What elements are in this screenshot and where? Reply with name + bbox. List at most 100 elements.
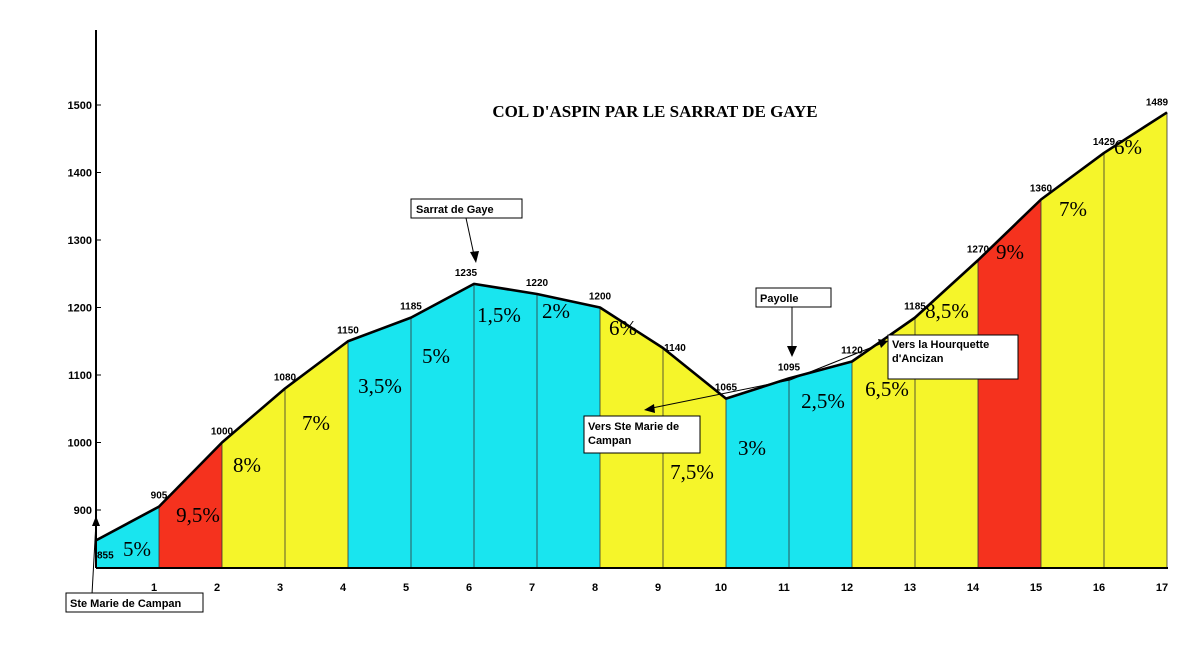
annotation-label: Vers la Hourquette d'Ancizan bbox=[892, 339, 992, 365]
altitude-label: 1140 bbox=[664, 343, 686, 354]
annotation-arrow bbox=[465, 217, 475, 256]
segment-5 bbox=[348, 317, 411, 568]
annotation-arrow bbox=[789, 343, 881, 381]
grade-label: 9,5% bbox=[176, 503, 220, 527]
segment-8 bbox=[537, 294, 600, 568]
profile-line bbox=[95, 111, 1168, 542]
segment-15 bbox=[978, 199, 1041, 568]
x-tick-label: 5 bbox=[403, 582, 409, 594]
x-tick-label: 13 bbox=[904, 582, 916, 594]
annotation-line-2: Campan bbox=[588, 435, 632, 447]
x-tick-label: 6 bbox=[466, 582, 472, 594]
arrowhead-icon bbox=[92, 516, 100, 526]
altitude-label: 1065 bbox=[715, 383, 738, 394]
altitude-label: 1120 bbox=[841, 346, 863, 357]
x-tick-label: 10 bbox=[715, 582, 727, 594]
altitude-label: 905 bbox=[151, 491, 168, 502]
chart-title: COL D'ASPIN PAR LE SARRAT DE GAYE bbox=[492, 102, 817, 121]
x-tick-label: 12 bbox=[841, 582, 853, 594]
grade-label: 2% bbox=[542, 299, 570, 323]
segment-6 bbox=[411, 283, 474, 568]
y-tick-label: 1000 bbox=[68, 438, 92, 450]
annotation-line-1: Vers Ste Marie de bbox=[588, 421, 679, 433]
segment-3 bbox=[222, 388, 285, 568]
arrowhead-icon bbox=[644, 404, 655, 413]
arrowhead-icon bbox=[787, 346, 797, 357]
grade-label: 3,5% bbox=[358, 374, 402, 398]
grade-label: 6% bbox=[609, 316, 637, 340]
grade-label: 2,5% bbox=[801, 389, 845, 413]
x-tick-label: 9 bbox=[655, 582, 661, 594]
x-tick-label: 15 bbox=[1030, 582, 1042, 594]
segment-10 bbox=[663, 348, 726, 568]
altitude-label: 1429 bbox=[1093, 137, 1116, 148]
grade-label: 9% bbox=[996, 240, 1024, 264]
grade-label: 8% bbox=[233, 453, 261, 477]
altitude-label: 1150 bbox=[337, 325, 359, 336]
altitude-label: 1235 bbox=[455, 268, 478, 279]
annotation-box bbox=[583, 415, 701, 454]
annotation-label: Sarrat de Gaye bbox=[416, 204, 494, 216]
annotation-line-1: Vers la Hourquette bbox=[892, 339, 989, 351]
grade-label: 6% bbox=[1114, 135, 1142, 159]
elevation-profile bbox=[95, 111, 1168, 542]
y-tick-label: 900 bbox=[74, 505, 92, 517]
segment-4 bbox=[285, 341, 348, 568]
axes bbox=[95, 30, 1168, 569]
segment-13 bbox=[852, 317, 915, 568]
annotation-box bbox=[65, 592, 204, 613]
x-tick-label: 17 bbox=[1156, 582, 1168, 594]
grade-label: 1,5% bbox=[477, 303, 521, 327]
annotation-label: Ste Marie de Campan bbox=[70, 598, 182, 610]
altitude-label: 1200 bbox=[589, 292, 612, 303]
y-tick-label: 1300 bbox=[68, 235, 92, 247]
x-tick-label: 3 bbox=[277, 582, 283, 594]
y-tick-label: 1100 bbox=[68, 370, 92, 382]
x-tick-label: 4 bbox=[340, 582, 347, 594]
altitude-label: 1000 bbox=[211, 427, 234, 438]
segment-11 bbox=[726, 378, 789, 568]
annotation-line-2: d'Ancizan bbox=[892, 353, 944, 365]
x-tick-label: 14 bbox=[967, 582, 980, 594]
grade-label: 5% bbox=[123, 537, 151, 561]
annotation-arrow bbox=[91, 521, 97, 595]
altitude-label: 855 bbox=[97, 550, 114, 561]
x-tick-label: 7 bbox=[529, 582, 535, 594]
grade-label: 5% bbox=[422, 344, 450, 368]
altitude-label: 1185 bbox=[400, 302, 422, 313]
grade-label: 7,5% bbox=[670, 460, 714, 484]
segment-2 bbox=[159, 442, 222, 568]
segment-17 bbox=[1104, 112, 1167, 569]
x-tick-label: 11 bbox=[778, 582, 790, 594]
y-tick-label: 1500 bbox=[68, 100, 92, 112]
altitude-labels: 855 905 1000 1080 1150 1185 1235 1220 1200 1140 10… bbox=[97, 97, 1169, 561]
altitude-label: 1220 bbox=[526, 278, 549, 289]
altitude-label: 1095 bbox=[778, 362, 801, 373]
x-ticks: 1 2 3 4 5 6 7 8 9 10 11 12 13 14 15 16 17 bbox=[151, 582, 1168, 594]
x-tick-label: 16 bbox=[1093, 582, 1105, 594]
annotation-payolle: Payolle bbox=[755, 287, 832, 357]
grade-label: 6,5% bbox=[865, 377, 909, 401]
y-ticks: 900 1000 1100 1200 1300 1400 1500 bbox=[68, 100, 101, 517]
annotation-sarrat: Sarrat de Gaye bbox=[410, 198, 523, 263]
segment-16 bbox=[1041, 152, 1104, 569]
altitude-label: 1080 bbox=[274, 373, 297, 384]
y-tick-label: 1400 bbox=[68, 168, 92, 180]
segment-7 bbox=[474, 283, 537, 568]
grade-label: 7% bbox=[302, 411, 330, 435]
x-tick-label: 8 bbox=[592, 582, 598, 594]
segment-12 bbox=[789, 361, 852, 568]
annotation-vers-ste-marie: Vers Ste Marie de Campan bbox=[583, 415, 701, 454]
altitude-label: 1360 bbox=[1030, 184, 1053, 195]
annotations: Ste Marie de Campan Sarrat de Gaye Payol… bbox=[65, 198, 1019, 613]
annotation-ste-marie: Ste Marie de Campan bbox=[65, 516, 204, 613]
annotation-box bbox=[755, 287, 832, 308]
grade-labels: 5% 9,5% 8% 7% 3,5% 5% 1,5% 2% 6% 7,5% 3% 2,5% 6,5% 8,… bbox=[123, 135, 1142, 561]
annotation-box bbox=[887, 334, 1019, 380]
annotation-vers-hourquette: Vers la Hourquette d'Ancizan bbox=[887, 334, 1019, 380]
annotation-arrow bbox=[651, 379, 791, 409]
arrowhead-icon bbox=[470, 251, 479, 263]
altitude-label: 1270 bbox=[967, 244, 990, 255]
annotation-label: Payolle bbox=[760, 293, 799, 305]
